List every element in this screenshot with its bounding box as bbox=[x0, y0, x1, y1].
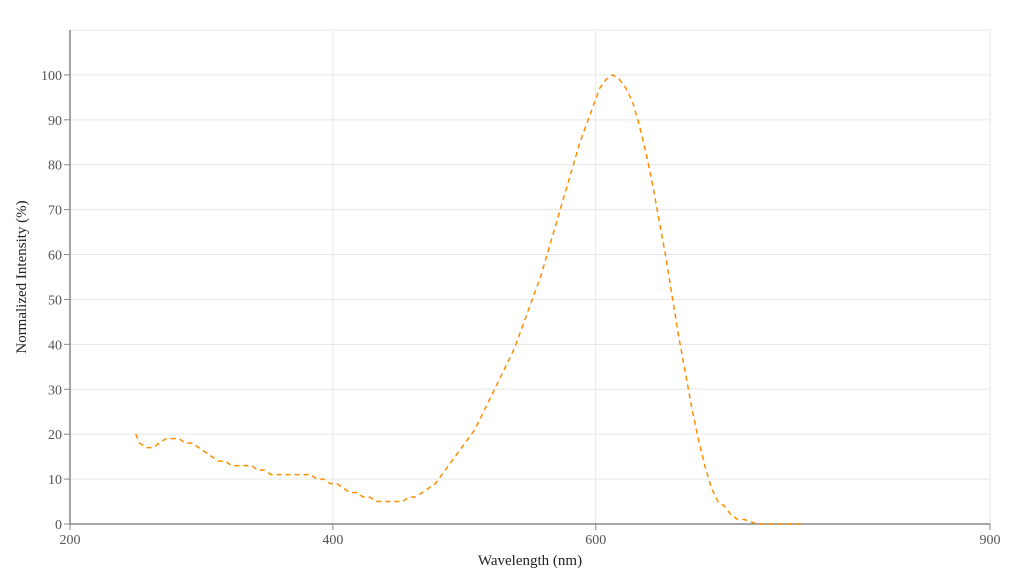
grid-layer bbox=[70, 29, 991, 524]
x-tick-label: 400 bbox=[322, 533, 343, 548]
axis-layer: 0 10 20 30 40 50 60 70 80 90 100 200 400 600 900 bbox=[41, 30, 1001, 548]
x-tick-label: 900 bbox=[980, 533, 1001, 548]
x-axis-title: Wavelength (nm) bbox=[478, 553, 582, 569]
y-tick-label: 90 bbox=[48, 114, 62, 129]
y-axis-title: Normalized Intensity (%) bbox=[14, 200, 30, 353]
y-tick-label: 50 bbox=[48, 293, 62, 308]
y-tick-label: 20 bbox=[48, 428, 62, 443]
y-tick-label: 10 bbox=[48, 473, 62, 488]
x-tick-label: 200 bbox=[60, 533, 81, 548]
y-tick-label: 40 bbox=[48, 338, 62, 353]
series-layer bbox=[135, 74, 804, 525]
y-tick-label: 100 bbox=[41, 69, 62, 84]
y-tick-label: 0 bbox=[55, 518, 62, 533]
y-tick-label: 30 bbox=[48, 383, 62, 398]
x-tick-label: 600 bbox=[585, 533, 606, 548]
label-layer: Wavelength (nm) Normalized Intensity (%) bbox=[14, 200, 582, 569]
y-tick-label: 70 bbox=[48, 204, 62, 219]
y-tick-label: 80 bbox=[48, 159, 62, 174]
y-tick-label: 60 bbox=[48, 249, 62, 264]
series-line-0 bbox=[135, 74, 804, 525]
